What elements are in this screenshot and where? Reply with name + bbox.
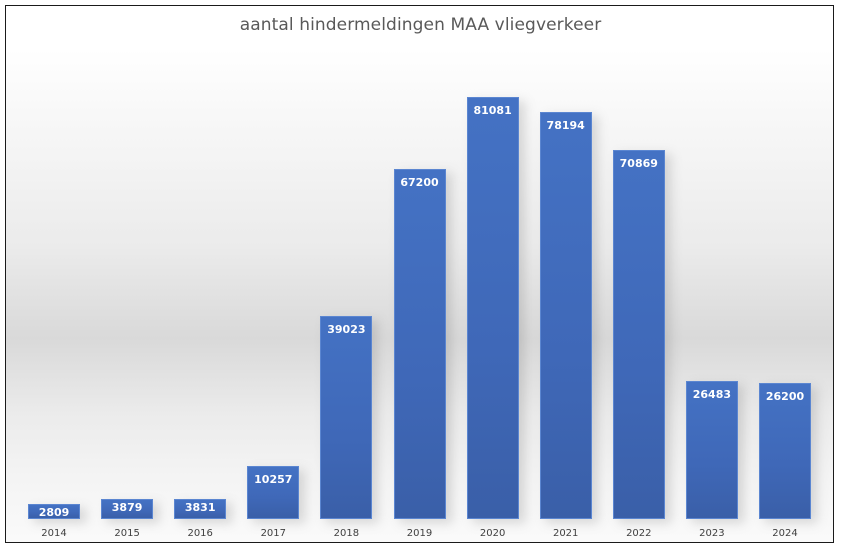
bar-2018: 39023 [320,316,373,519]
bar-2016: 3831 [174,499,227,519]
x-tick-label: 2023 [699,528,725,539]
bar-value-label: 26200 [765,390,805,403]
bar-value-label: 3879 [111,501,143,514]
bar-value-label: 67200 [400,176,439,189]
x-tick-label: 2014 [41,528,67,539]
x-tick-label: 2019 [406,528,433,539]
bar-value-label: 3831 [184,501,216,514]
bar-value-label: 78194 [546,119,585,132]
x-tick-label: 2018 [333,528,360,539]
bar-value-label: 2809 [38,506,70,519]
bar-2022: 70869 [612,150,665,519]
bar-2020: 81081 [466,97,519,519]
bar-2015: 3879 [101,499,154,519]
bar-2024: 26200 [759,383,811,519]
x-tick-label: 2022 [626,528,652,539]
bar-value-label: 70869 [619,157,658,170]
x-tick-label: 2015 [114,528,140,539]
x-tick-label: 2024 [772,528,798,539]
x-tick-label: 2016 [187,528,213,539]
x-tick-label: 2020 [479,528,506,539]
bar-value-label: 81081 [473,104,512,117]
bar-value-label: 10257 [254,473,293,486]
bar-2019: 67200 [393,169,446,519]
bar-value-label: 39023 [327,323,366,336]
bar-2023: 26483 [685,381,738,519]
bar-value-label: 26483 [692,388,732,401]
x-tick-label: 2017 [260,528,287,539]
bar-2014: 2809 [28,504,80,519]
chart-title: aantal hindermeldingen MAA vliegverkeer [239,15,602,35]
x-tick-label: 2021 [552,528,579,539]
bar-2021: 78194 [539,112,592,519]
bar-2017: 10257 [247,466,300,519]
